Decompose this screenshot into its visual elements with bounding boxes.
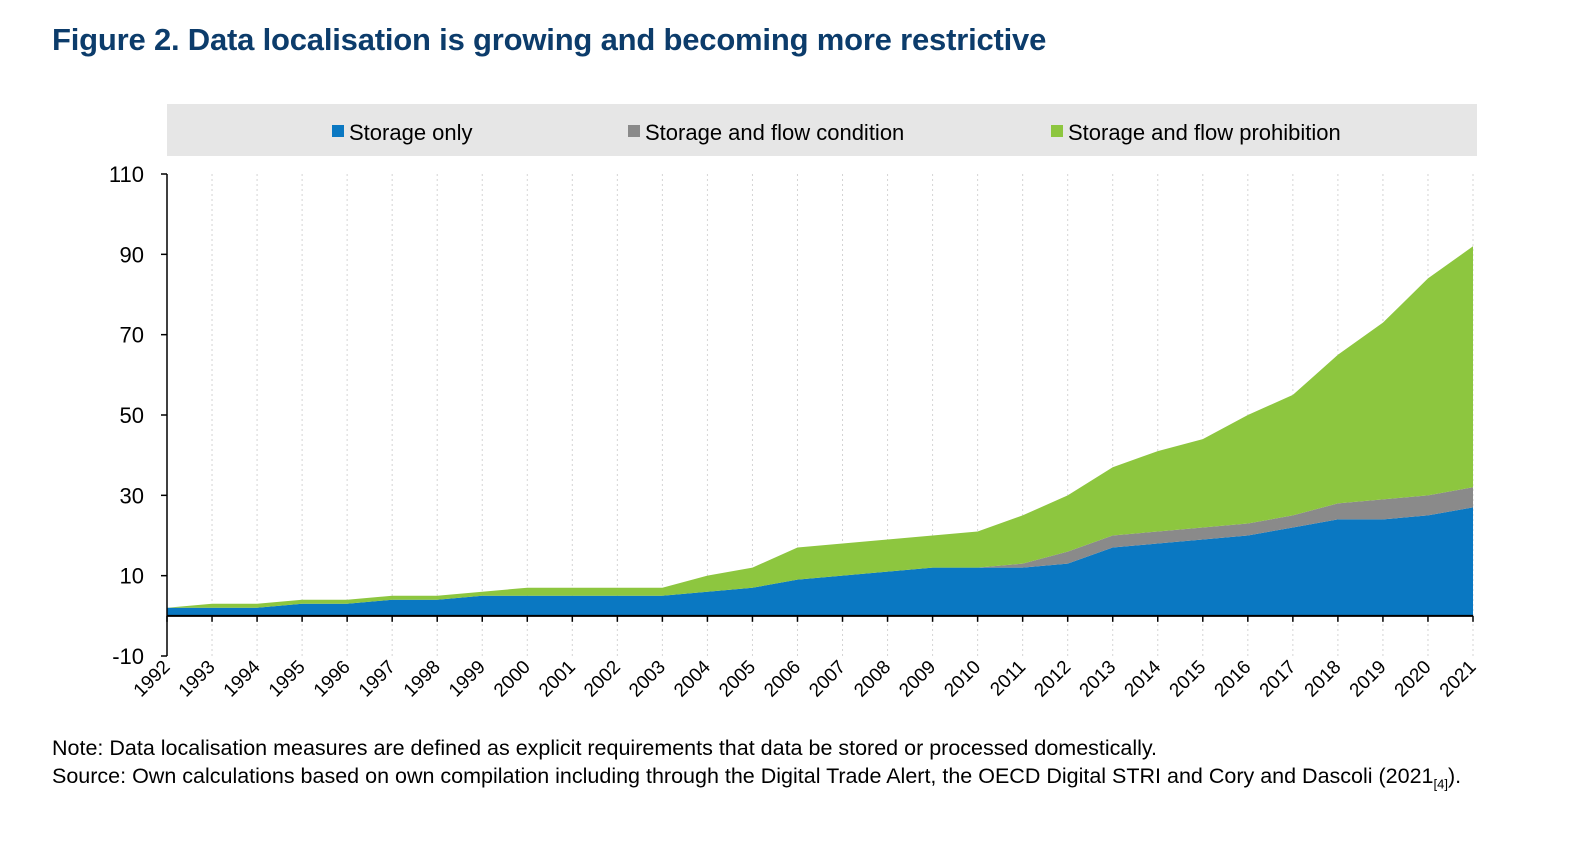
- legend-item: Storage and flow condition: [628, 120, 904, 145]
- y-tick-label: 70: [120, 323, 144, 348]
- x-tick-label: 2016: [1211, 657, 1256, 702]
- x-tick-label: 2007: [805, 657, 850, 702]
- legend-background: [167, 104, 1477, 156]
- x-axis-ticks: 1992 1993 1994 1995 1996 1997 1998 1999 2000 2001…: [130, 615, 1481, 702]
- y-tick-label: 50: [120, 403, 144, 428]
- x-tick-label: 2020: [1391, 657, 1436, 702]
- legend-label: Storage only: [349, 120, 473, 145]
- legend-swatch: [332, 125, 344, 137]
- x-tick-label: 1998: [400, 657, 445, 702]
- y-axis-ticks: 110 90 70 50 30 10 -10: [109, 162, 167, 669]
- legend-label: Storage and flow condition: [645, 120, 904, 145]
- y-tick-label: 90: [120, 242, 144, 267]
- source-end: ).: [1447, 764, 1462, 788]
- x-tick-label: 1996: [310, 657, 355, 702]
- note-text: Note: Data localisation measures are def…: [52, 736, 1158, 760]
- x-tick-label: 2012: [1030, 657, 1075, 702]
- x-tick-label: 1997: [355, 657, 400, 702]
- x-tick-label: 2013: [1076, 657, 1121, 702]
- x-tick-label: 2010: [940, 657, 985, 702]
- y-tick-label: 10: [120, 564, 144, 589]
- y-tick-label: -10: [112, 644, 144, 669]
- x-tick-label: 2003: [625, 657, 670, 702]
- x-tick-label: 2000: [490, 657, 535, 702]
- legend-swatch: [628, 125, 640, 137]
- legend-label: Storage and flow prohibition: [1068, 120, 1341, 145]
- x-tick-label: 2004: [670, 656, 715, 701]
- x-tick-label: 1993: [175, 657, 220, 702]
- x-tick-label: 2009: [895, 657, 940, 702]
- area-chart: Storage only Storage and flow condition St…: [109, 104, 1481, 702]
- x-tick-label: 1994: [220, 656, 265, 701]
- legend-item: Storage and flow prohibition: [1051, 120, 1341, 145]
- figure-notes: Note: Data localisation measures are def…: [52, 734, 1542, 798]
- x-tick-label: 2006: [760, 657, 805, 702]
- x-tick-label: 2017: [1256, 657, 1301, 702]
- y-tick-label: 30: [120, 483, 144, 508]
- area-storage-and-flow-prohibition: [167, 246, 1473, 608]
- legend-item: Storage only: [332, 120, 473, 145]
- figure-title: Figure 2. Data localisation is growing a…: [52, 22, 1047, 57]
- x-tick-label: 2019: [1346, 657, 1391, 702]
- source-text: Source: Own calculations based on own co…: [52, 762, 1542, 798]
- x-tick-label: 2005: [715, 657, 760, 702]
- legend: Storage only Storage and flow condition St…: [332, 120, 1341, 145]
- source-body: Source: Own calculations based on own co…: [52, 764, 1434, 788]
- x-tick-label: 2011: [986, 657, 1030, 701]
- x-tick-label: 2002: [580, 657, 625, 702]
- x-tick-label: 2014: [1121, 656, 1166, 701]
- x-tick-label: 2021: [1436, 657, 1481, 702]
- x-tick-label: 2008: [850, 657, 895, 702]
- source-reference: [4]: [1433, 776, 1448, 792]
- stacked-areas: [167, 246, 1473, 616]
- x-tick-label: 2001: [535, 657, 580, 702]
- x-tick-label: 1999: [445, 657, 490, 702]
- x-tick-label: 1995: [265, 657, 310, 702]
- y-tick-label: 110: [109, 162, 144, 187]
- legend-swatch: [1051, 125, 1063, 137]
- area-storage-only: [167, 507, 1473, 616]
- x-tick-label: 2018: [1301, 657, 1346, 702]
- x-tick-label: 2015: [1166, 657, 1211, 702]
